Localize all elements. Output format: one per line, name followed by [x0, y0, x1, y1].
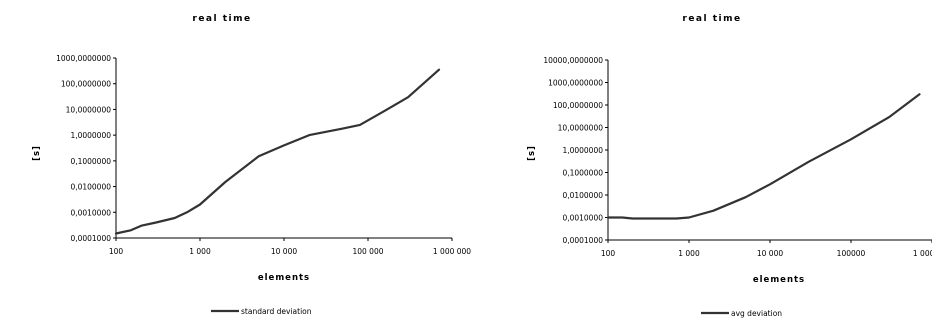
x-axis-label: elements	[258, 273, 310, 283]
y-tick-label: 0,0100000	[70, 183, 111, 192]
x-tick-label: 100 000	[352, 247, 383, 256]
x-axis-label: elements	[753, 275, 805, 285]
y-tick-label: 1000,0000000	[56, 54, 111, 63]
y-tick-label: 0,1000000	[562, 169, 603, 178]
y-tick-label: 10,0000000	[558, 124, 604, 133]
y-tick-label: 0,0001000	[562, 236, 603, 245]
y-tick-label: 1,0000000	[70, 131, 111, 140]
y-tick-label: 100,0000000	[61, 80, 111, 89]
y-tick-label: 0,1000000	[70, 157, 111, 166]
y-tick-label: 0,0010000	[70, 208, 111, 217]
y-tick-label: 10,0000000	[66, 105, 112, 114]
chart-title: real time	[192, 14, 251, 24]
y-axis-label: [s]	[32, 145, 42, 161]
y-tick-label: 10000,0000000	[543, 56, 603, 65]
y-tick-label: 1000,0000000	[548, 79, 603, 88]
y-tick-label: 0,0001000	[70, 234, 111, 243]
series-line	[606, 93, 921, 220]
chart-left: real time 0,0001000 0,0010000 0,0100000 0,10…	[32, 14, 471, 316]
x-tick-label: 100000	[837, 249, 866, 258]
chart-right: real time 0,0001000 0,0010000 0,0100000 0,10…	[527, 14, 932, 318]
series-line	[114, 68, 441, 235]
x-tick-label: 10 000	[271, 247, 297, 256]
x-tick-label: 1 000	[678, 249, 700, 258]
legend-label: standard deviation	[241, 307, 312, 316]
x-tick-label: 1 000	[189, 247, 211, 256]
x-tick-label: 1 000 000	[433, 247, 471, 256]
y-tick-label: 1,0000000	[562, 146, 603, 155]
y-tick-label: 100,0000000	[553, 101, 603, 110]
x-tick-label: 100	[601, 249, 616, 258]
x-tick-label: 100	[109, 247, 124, 256]
y-axis-label: [s]	[527, 145, 537, 161]
legend-label: avg deviation	[731, 309, 782, 318]
x-tick-label: 1 000 000	[913, 249, 932, 258]
y-tick-label: 0,0010000	[562, 214, 603, 223]
x-tick-label: 10 000	[757, 249, 783, 258]
y-tick-label: 0,0100000	[562, 191, 603, 200]
chart-title: real time	[682, 14, 741, 24]
